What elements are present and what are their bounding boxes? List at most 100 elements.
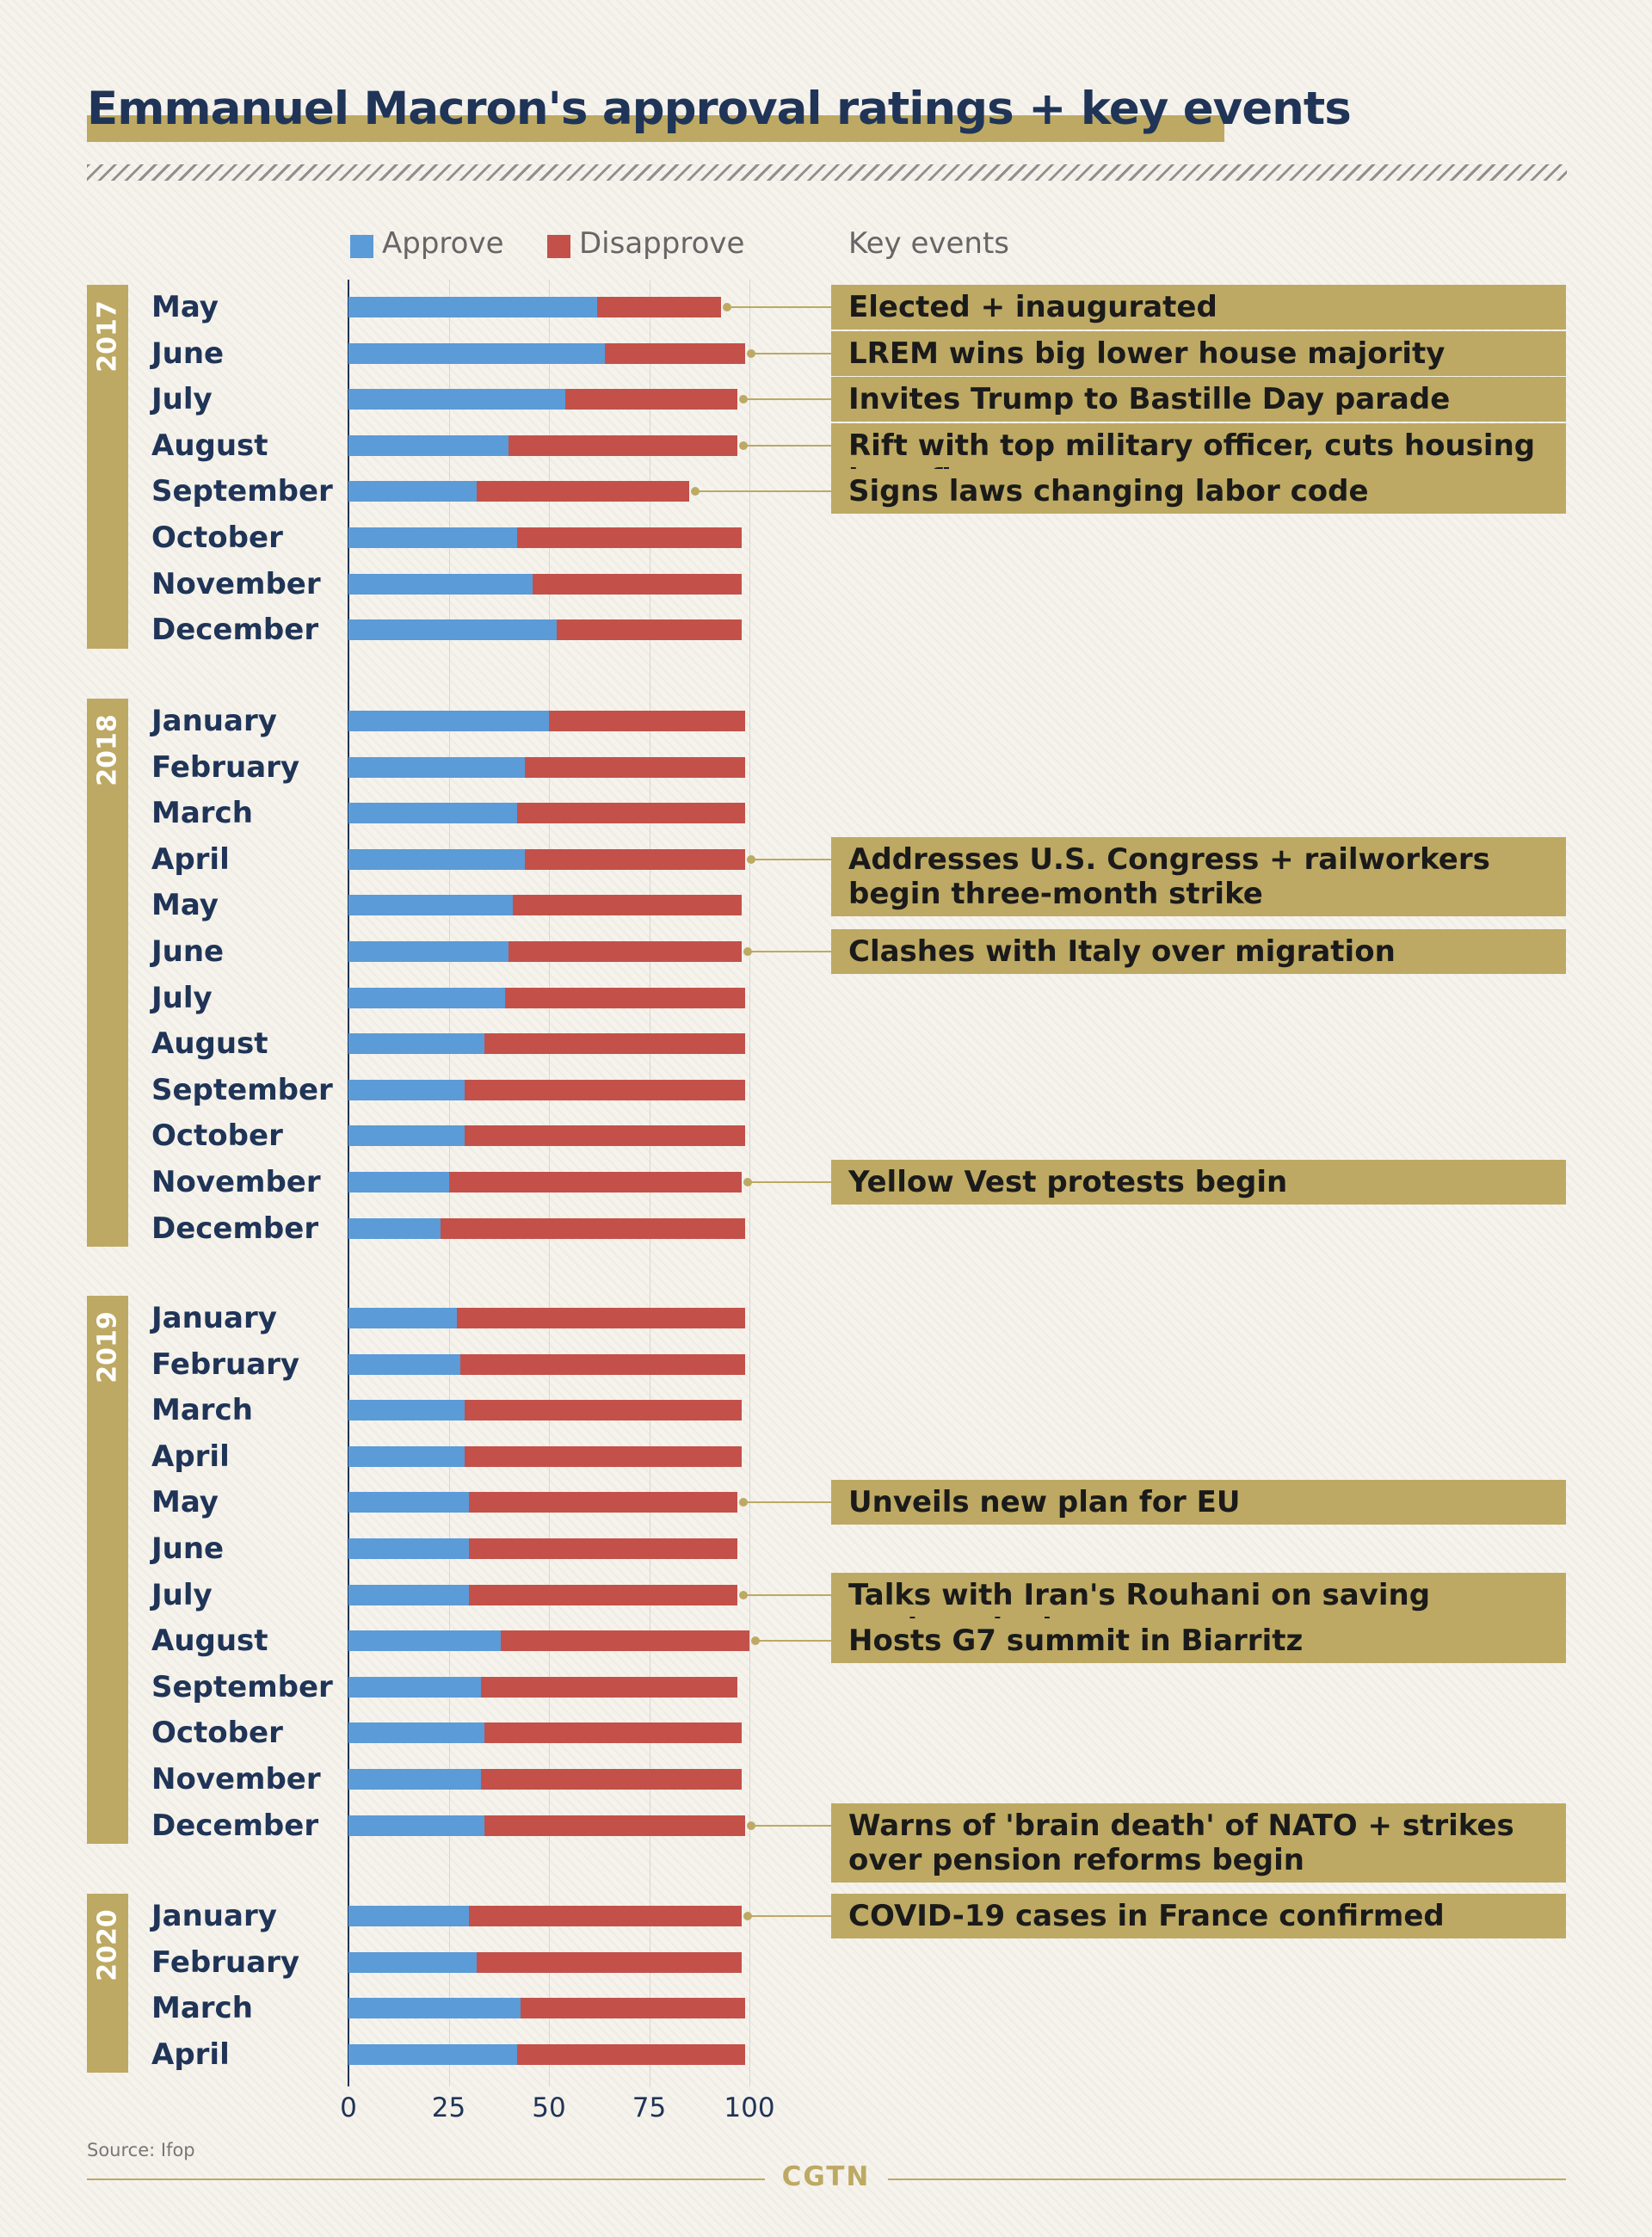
bar-approve	[348, 1353, 461, 1375]
bar-disapprove	[521, 1998, 746, 2019]
bar-approve	[348, 711, 549, 731]
month-label: March	[151, 796, 253, 831]
bar-approve	[348, 1722, 485, 1744]
month-label: August	[151, 1624, 268, 1659]
chart-title: Emmanuel Macron's approval ratings + key…	[87, 83, 1352, 135]
event-box: Elected + inaugurated	[831, 285, 1566, 330]
bar-disapprove	[504, 987, 746, 1008]
bar-disapprove	[533, 573, 742, 595]
month-label: March	[151, 1991, 253, 2026]
bar-disapprove	[596, 297, 722, 317]
bar-approve	[348, 573, 533, 595]
month-label: April	[151, 1439, 230, 1474]
bar-disapprove	[509, 434, 737, 456]
bar-approve	[348, 1815, 485, 1836]
bar-disapprove	[605, 342, 746, 364]
month-label: September	[151, 1072, 333, 1107]
month-label: August	[151, 1026, 268, 1062]
month-label: April	[151, 2037, 230, 2072]
event-box: Warns of 'brain death' of NATO + strikes…	[831, 1803, 1566, 1883]
event-connector	[747, 1915, 831, 1917]
legend-approve-swatch	[350, 235, 373, 258]
bar-disapprove	[564, 389, 737, 410]
event-connector	[755, 1640, 831, 1642]
x-tick-label: 100	[724, 2092, 775, 2123]
month-label: February	[151, 749, 300, 785]
event-box: Hosts G7 summit in Biarritz	[831, 1618, 1566, 1664]
bar-disapprove	[448, 1172, 742, 1192]
bar-disapprove	[468, 1584, 738, 1605]
event-box: Invites Trump to Bastille Day parade	[831, 377, 1566, 422]
bar-disapprove	[465, 1445, 742, 1467]
bar-approve	[348, 987, 505, 1008]
bar-approve	[348, 1172, 449, 1192]
bar-approve	[348, 1538, 469, 1559]
event-connector	[751, 858, 831, 860]
events-header: Key events	[848, 226, 1009, 261]
bar-disapprove	[441, 1217, 746, 1239]
bar-approve	[348, 1033, 485, 1055]
legend-disapprove-swatch	[547, 235, 570, 258]
bar-approve	[348, 1998, 521, 2019]
x-tick-label: 0	[340, 2092, 357, 2123]
bar-disapprove	[465, 1125, 746, 1147]
month-label: July	[151, 1577, 213, 1612]
month-label: June	[151, 336, 225, 371]
bar-disapprove	[516, 527, 742, 548]
bar-disapprove	[484, 1815, 746, 1836]
event-box: Addresses U.S. Congress + railworkers be…	[831, 836, 1566, 916]
month-label: September	[151, 474, 333, 509]
bar-approve	[348, 1217, 441, 1239]
bar-disapprove	[456, 1308, 746, 1328]
bar-disapprove	[468, 1492, 738, 1513]
year-bar-2017	[87, 285, 128, 649]
month-label: March	[151, 1393, 253, 1428]
month-label: June	[151, 1531, 225, 1566]
legend-approve-label: Approve	[382, 226, 504, 261]
bar-approve	[348, 1630, 502, 1652]
bar-approve	[348, 1769, 481, 1790]
bar-approve	[348, 297, 597, 317]
month-label: November	[151, 1165, 321, 1199]
bar-approve	[348, 1584, 469, 1605]
bar-approve	[348, 527, 517, 548]
bar-disapprove	[484, 1722, 742, 1744]
bar-disapprove	[477, 481, 690, 502]
bar-approve	[348, 619, 558, 641]
event-connector	[743, 444, 831, 447]
bar-approve	[348, 1400, 465, 1421]
bar-approve	[348, 389, 565, 410]
month-label: November	[151, 1762, 321, 1796]
month-label: October	[151, 521, 283, 555]
bar-disapprove	[516, 803, 746, 824]
event-connector	[751, 352, 831, 354]
month-label: August	[151, 428, 268, 463]
bar-disapprove	[513, 895, 742, 916]
year-bar-2018	[87, 699, 128, 1248]
event-connector	[743, 1593, 831, 1596]
bar-disapprove	[516, 2043, 746, 2065]
month-label: July	[151, 382, 213, 417]
bar-disapprove	[480, 1769, 742, 1790]
bar-approve	[348, 1906, 469, 1926]
event-box: Unveils new plan for EU	[831, 1480, 1566, 1525]
footer-line-left	[87, 2178, 765, 2180]
bar-approve	[348, 1951, 478, 1973]
month-label: May	[151, 1485, 219, 1520]
bar-approve	[348, 1308, 457, 1328]
bar-approve	[348, 756, 526, 778]
bar-disapprove	[484, 1033, 746, 1055]
bar-disapprove	[468, 1538, 738, 1559]
month-label: January	[151, 704, 277, 738]
month-label: December	[151, 613, 319, 648]
year-bar-2020	[87, 1894, 128, 2074]
year-label: 2020	[92, 1909, 123, 1981]
event-connector	[727, 306, 831, 308]
bar-approve	[348, 1492, 469, 1513]
legend-disapprove-label: Disapprove	[579, 226, 745, 261]
month-label: November	[151, 566, 321, 601]
brand-logo: CGTN	[781, 2161, 871, 2192]
title-underline	[87, 115, 1224, 142]
month-label: December	[151, 1211, 319, 1246]
year-bar-2019	[87, 1296, 128, 1845]
